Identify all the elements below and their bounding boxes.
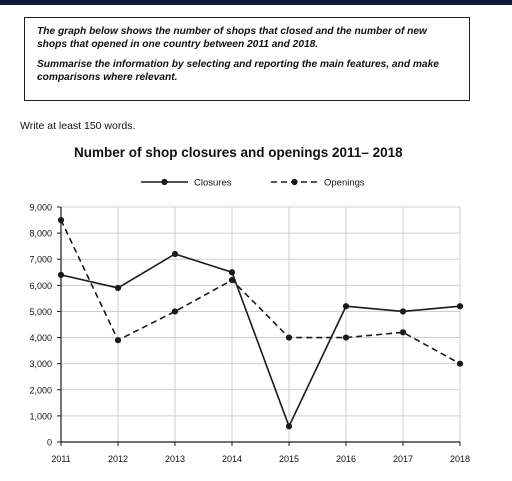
- data-point-closures: [228, 269, 236, 276]
- data-point-closures: [399, 308, 407, 315]
- data-point-closures: [57, 271, 65, 278]
- y-tick-label: 3,000: [29, 359, 52, 369]
- data-point-closures: [342, 303, 350, 310]
- data-point-openings: [114, 337, 122, 344]
- task-prompt-box: The graph below shows the number of shop…: [24, 17, 470, 101]
- legend-label-openings: Openings: [324, 178, 365, 189]
- y-tick-label: 2,000: [29, 385, 52, 395]
- x-tick-label: 2017: [393, 454, 413, 464]
- data-point-openings: [228, 277, 236, 284]
- data-point-closures: [285, 423, 293, 430]
- series-line-closures: [60, 253, 461, 428]
- series-line-openings: [60, 219, 461, 365]
- data-point-openings: [399, 329, 407, 336]
- data-point-openings: [171, 308, 179, 315]
- legend-marker-closures: [161, 178, 168, 186]
- y-tick-label: 6,000: [29, 281, 52, 291]
- word-count-instruction: Write at least 150 words.: [20, 120, 136, 132]
- x-tick-label: 2014: [222, 454, 242, 464]
- data-point-closures: [114, 284, 122, 292]
- y-tick-label: 8,000: [29, 229, 52, 239]
- data-point-closures: [171, 250, 179, 258]
- data-point-openings: [57, 216, 65, 224]
- y-tick-label: 5,000: [29, 307, 52, 317]
- x-tick-label: 2013: [165, 454, 185, 464]
- data-point-closures: [456, 303, 464, 310]
- x-tick-label: 2015: [279, 454, 299, 464]
- y-tick-label: 1,000: [29, 411, 52, 421]
- top-bar: [0, 0, 512, 5]
- task-prompt-line-1: The graph below shows the number of shop…: [37, 26, 427, 50]
- x-tick-label: 2011: [51, 454, 70, 464]
- y-tick-label: 7,000: [29, 255, 52, 265]
- data-point-openings: [456, 360, 464, 367]
- y-tick-label: 0: [47, 438, 52, 448]
- x-tick-label: 2018: [450, 454, 470, 464]
- legend-label-closures: Closures: [194, 178, 232, 189]
- y-tick-label: 9,000: [29, 203, 52, 213]
- legend-marker-openings: [291, 178, 298, 186]
- data-point-openings: [285, 334, 293, 341]
- y-tick-label: 4,000: [29, 333, 52, 343]
- x-tick-label: 2012: [108, 454, 128, 464]
- data-point-openings: [342, 334, 350, 341]
- x-tick-label: 2016: [336, 454, 356, 464]
- task-prompt-line-2: Summarise the information by selecting a…: [37, 59, 439, 83]
- chart-title: Number of shop closures and openings 201…: [74, 145, 403, 160]
